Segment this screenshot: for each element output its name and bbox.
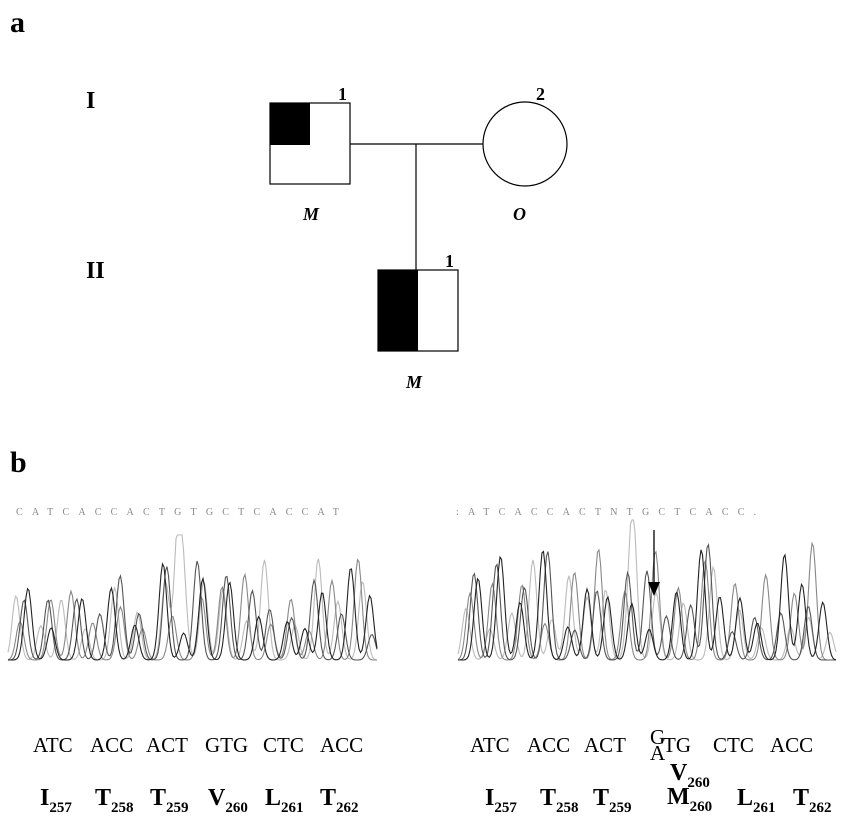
amino-acid: V [208,785,226,811]
codon: ACC [90,733,133,757]
generation-label: I [86,88,95,114]
individual-number: 1 [338,84,347,104]
position: 258 [111,800,134,816]
genotype: M [405,372,423,392]
sequencing: b CATCACCACTGTGCTCACCAT :ATCACCACTNTGCTC… [8,446,836,816]
amino-acid: L [737,785,753,811]
residue: L261 [737,785,776,816]
position: 258 [556,800,579,816]
figure: a I II 1 M 2 O 1 M b CATCACCACTGTGCTCACC… [0,0,842,840]
trace [458,545,836,660]
position: 260 [225,800,248,816]
position: 262 [809,800,832,816]
position: 257 [494,800,517,816]
trace [8,535,377,660]
individual-number: 1 [445,251,454,271]
codon: ATC [470,733,510,757]
codon: ACC [527,733,570,757]
codon: ACT [584,733,626,757]
amino-acid: L [265,785,281,811]
trace [458,543,836,660]
base-calls: CATCACCACTGTGCTCACCAT [16,507,348,518]
chromatogram [458,520,836,660]
codon: ACC [320,733,363,757]
chromatogram [8,535,377,660]
position: 262 [336,800,359,816]
residue: I257 [485,785,517,816]
amino-acid: T [95,785,111,811]
residue: T258 [95,785,134,816]
residue: T258 [540,785,579,816]
amino-acid: M [667,784,690,810]
residue: T262 [320,785,359,816]
panel-label: a [10,6,25,39]
generation-label: II [86,258,105,284]
residue: T262 [793,785,832,816]
codon: ATC [33,733,73,757]
amino-acid: T [593,785,609,811]
residue: T259 [150,785,189,816]
genotype: O [513,204,526,224]
pedigree: a I II 1 M 2 O 1 M [10,6,567,392]
position: 259 [609,800,632,816]
affected-half [378,270,418,351]
female-symbol [483,102,567,186]
amino-acid: V [670,760,688,786]
position: 260 [690,799,713,815]
affected-quadrant [270,103,310,145]
position: 261 [281,800,304,816]
amino-acid: T [320,785,336,811]
amino-acid: T [793,785,809,811]
position: 260 [687,775,710,791]
codon: CTC [263,733,304,757]
amino-acid: I [485,785,494,811]
amino-acid: I [40,785,49,811]
position: 257 [49,800,72,816]
amino-acid: T [150,785,166,811]
position: 259 [166,800,189,816]
amino-acid: T [540,785,556,811]
genotype: M [302,204,320,224]
panel-label: b [10,446,27,479]
position: 261 [753,800,776,816]
base-calls: :ATCACCACTNTGCTCACC. [456,507,765,518]
codon: CTC [713,733,754,757]
residue: V260 [208,785,248,816]
codon: GTG [205,733,248,757]
codon: ACC [770,733,813,757]
residue: L261 [265,785,304,816]
residue: T259 [593,785,632,816]
codon: TG [663,733,691,757]
individual-number: 2 [536,84,545,104]
codon: ACT [146,733,188,757]
residue: I257 [40,785,72,816]
